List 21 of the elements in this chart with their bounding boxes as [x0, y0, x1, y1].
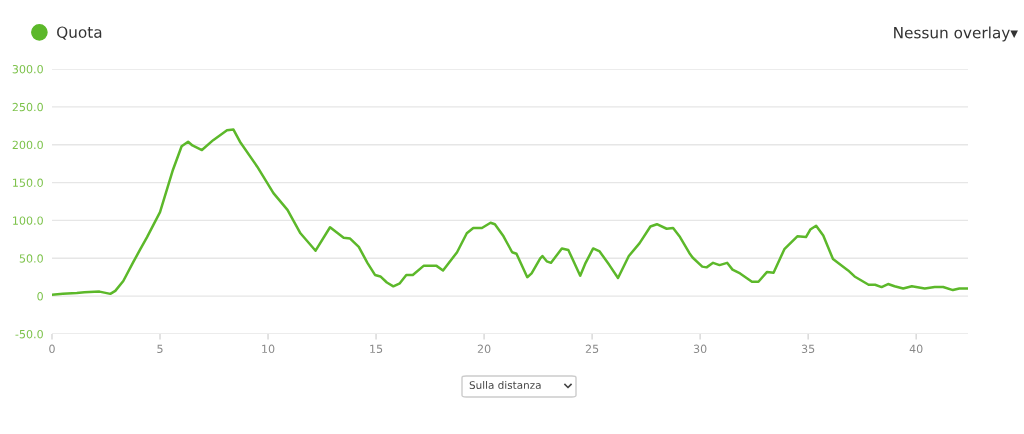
x-tick-label: 25	[585, 344, 599, 354]
x-tick-label: 35	[801, 344, 815, 354]
line-series	[52, 128, 968, 296]
y-tick-label: 300.0	[12, 64, 43, 74]
x-tick-label: 5	[157, 344, 163, 354]
y-tick-label: 250.0	[12, 102, 43, 112]
y-tick-label: 0	[37, 292, 43, 301]
y-tick-label: 200.0	[12, 140, 43, 150]
legend-label: Quota	[57, 26, 102, 40]
x-tick-label: 10	[262, 344, 275, 354]
x-tick-label: 0	[49, 344, 55, 354]
y-tick-label: 100.0	[13, 216, 43, 225]
y-tick-label: -50.0	[15, 329, 43, 339]
text: Nessun overlay▾	[894, 26, 1018, 42]
y-tick-label: 150.0	[13, 178, 43, 187]
text: Sulla distanza	[469, 380, 541, 390]
x-tick-label: 30	[693, 344, 707, 354]
y-tick-label: 50.0	[19, 254, 43, 263]
x-tick-label: 40	[909, 344, 923, 354]
x-tick-label: 15	[370, 344, 383, 354]
x-tick-label: 20	[477, 344, 491, 354]
